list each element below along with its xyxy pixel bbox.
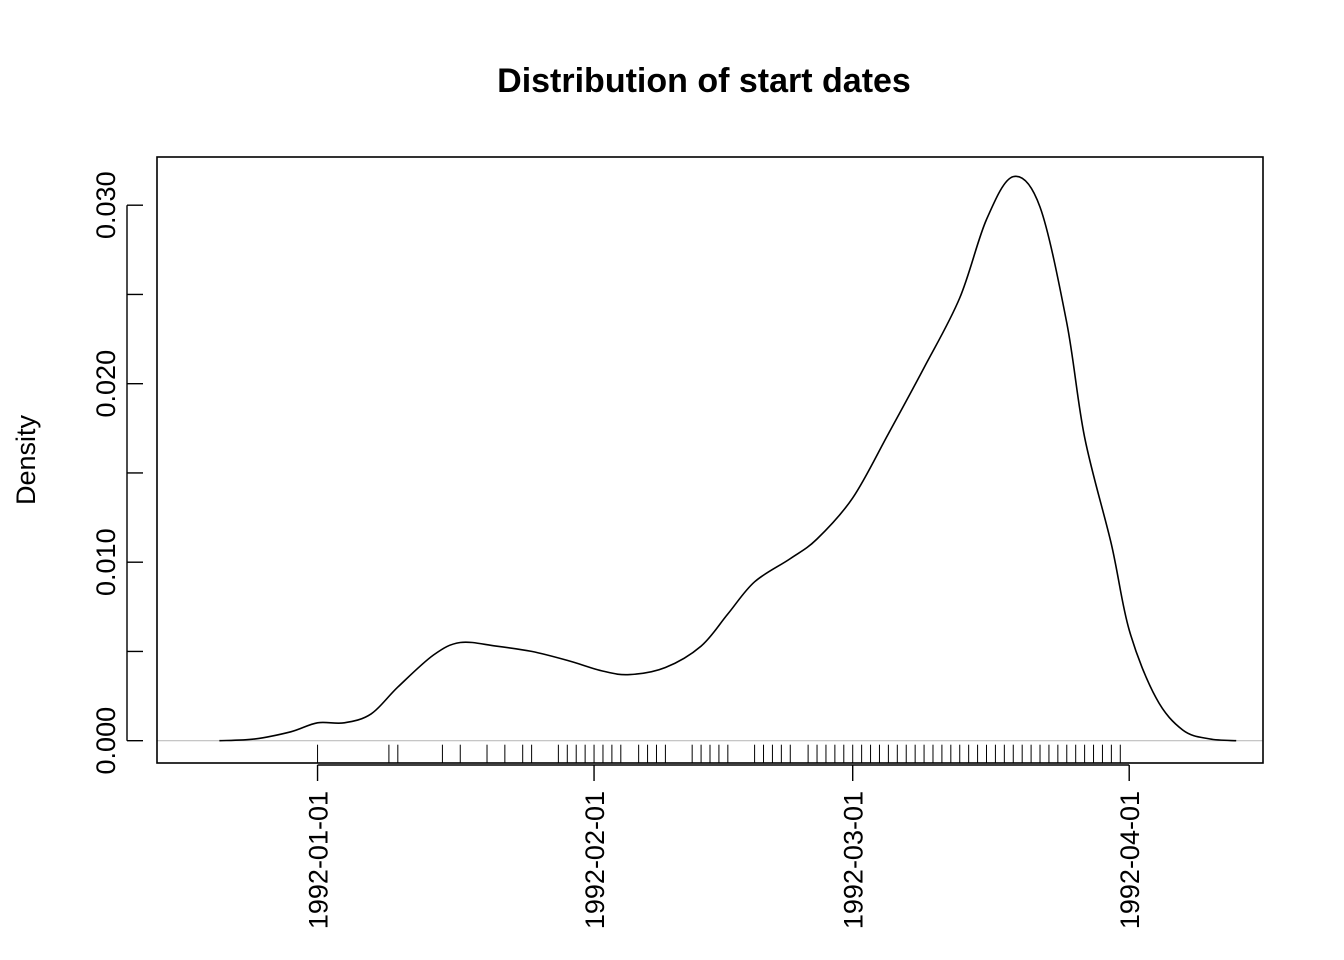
x-tick-label: 1992-03-01	[839, 791, 869, 929]
x-tick-label: 1992-02-01	[580, 791, 610, 929]
y-axis-label: Density	[11, 414, 41, 505]
y-tick-label: 0.020	[91, 350, 121, 418]
y-tick-label: 0.010	[91, 528, 121, 596]
y-tick-label: 0.030	[91, 171, 121, 239]
x-tick-label: 1992-01-01	[304, 791, 334, 929]
density-curve	[219, 175, 1237, 742]
plot-frame	[156, 156, 1264, 764]
x-axis: 1992-01-01 1992-02-01 1992-03-01 1992-04-01	[304, 764, 1145, 929]
y-axis: 0.000 0.010 0.020 0.030	[91, 171, 143, 774]
x-tick-label: 1992-04-01	[1115, 791, 1145, 929]
chart-title: Distribution of start dates	[497, 62, 911, 100]
y-tick-label: 0.000	[91, 707, 121, 775]
rug-marks	[317, 744, 1121, 763]
